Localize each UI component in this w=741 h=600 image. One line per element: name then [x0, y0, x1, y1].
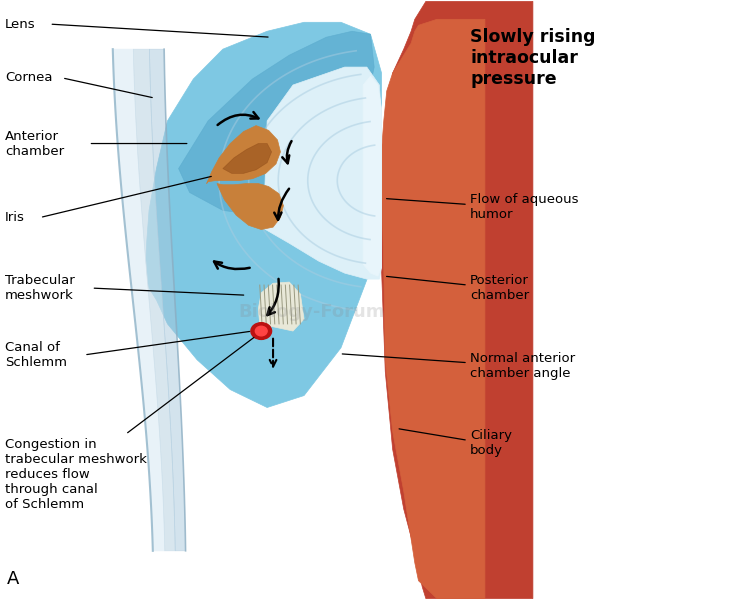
Text: Normal anterior
chamber angle: Normal anterior chamber angle [470, 352, 575, 380]
Polygon shape [382, 19, 485, 599]
Polygon shape [133, 49, 175, 551]
Polygon shape [363, 76, 382, 276]
Circle shape [251, 323, 272, 340]
Text: Congestion in
trabecular meshwork
reduces flow
through canal
of Schlemm: Congestion in trabecular meshwork reduce… [5, 438, 147, 511]
Text: Cornea: Cornea [5, 71, 53, 85]
Polygon shape [179, 31, 374, 217]
Text: Iris: Iris [5, 211, 25, 224]
Text: Ciliary
body: Ciliary body [470, 430, 512, 457]
Text: Trabecular
meshwork: Trabecular meshwork [5, 274, 75, 302]
Polygon shape [223, 143, 272, 173]
Circle shape [256, 326, 268, 336]
Text: Flow of aqueous
humor: Flow of aqueous humor [470, 193, 579, 221]
Polygon shape [382, 1, 533, 599]
Polygon shape [259, 282, 304, 331]
Polygon shape [113, 49, 165, 551]
Text: Lens: Lens [5, 17, 36, 31]
Text: A: A [7, 571, 20, 589]
Text: Biology-Forum: Biology-Forum [238, 303, 385, 321]
Text: Canal of
Schlemm: Canal of Schlemm [5, 341, 67, 369]
Polygon shape [217, 184, 283, 230]
Text: Slowly rising
intraocular
pressure: Slowly rising intraocular pressure [470, 28, 596, 88]
Polygon shape [150, 49, 185, 551]
Polygon shape [207, 125, 280, 184]
Text: Anterior
chamber: Anterior chamber [5, 130, 64, 158]
Text: Posterior
chamber: Posterior chamber [470, 274, 529, 302]
Polygon shape [264, 67, 382, 279]
Polygon shape [145, 22, 382, 407]
